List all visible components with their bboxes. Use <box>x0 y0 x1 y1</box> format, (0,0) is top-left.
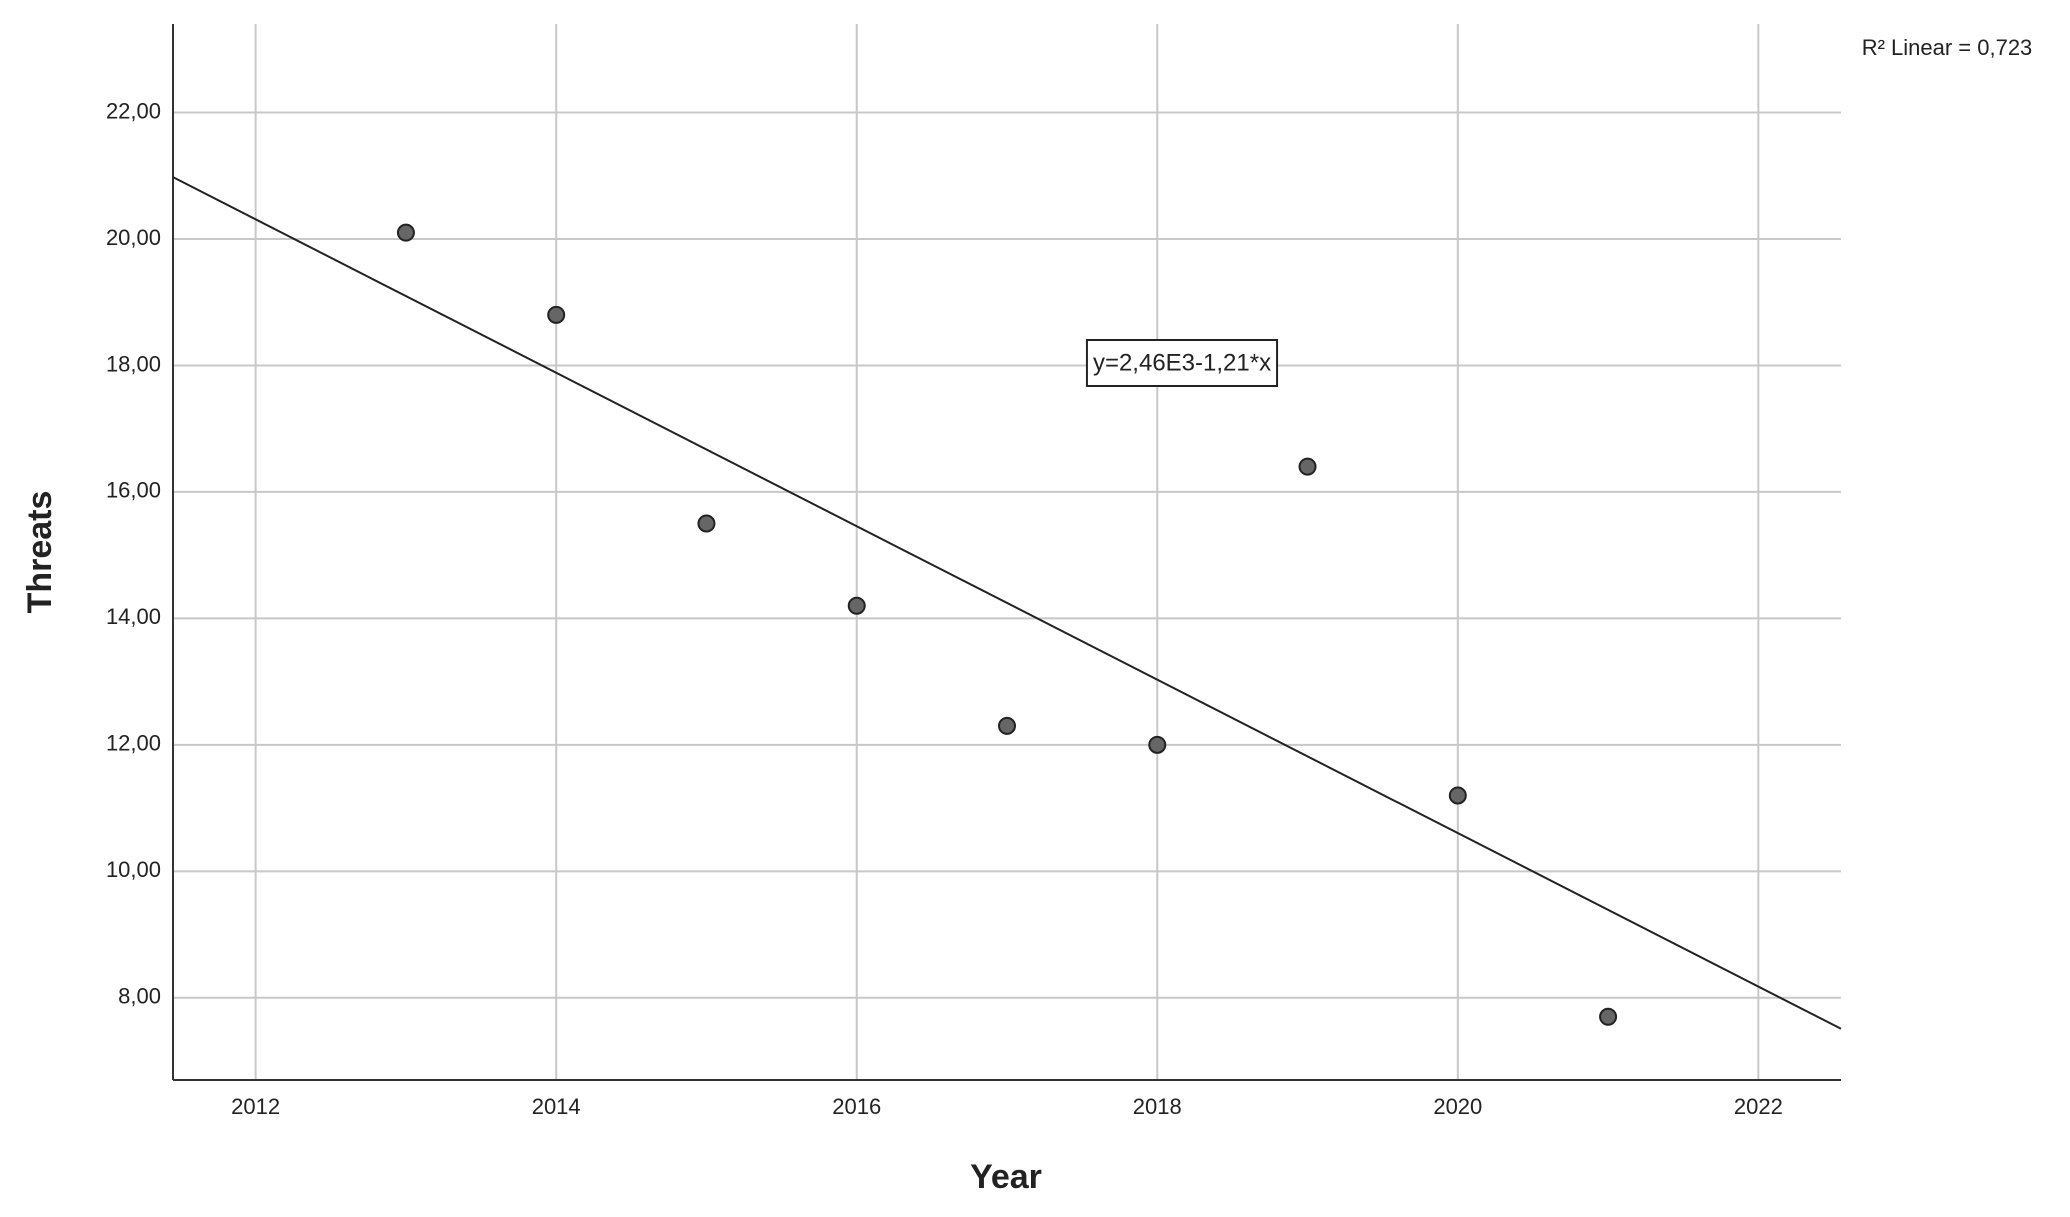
point <box>1148 735 1167 754</box>
point <box>1448 786 1467 805</box>
x-tick-label: 2012 <box>231 1094 280 1119</box>
y-tick-label: 14,00 <box>106 604 161 629</box>
fit-line <box>172 176 1842 1030</box>
x-tick-label: 2020 <box>1433 1094 1482 1119</box>
r-squared-note: R² Linear = 0,723 <box>1862 35 2033 60</box>
x-tick-label: 2016 <box>832 1094 881 1119</box>
point <box>396 223 415 242</box>
x-tick-label: 2022 <box>1734 1094 1783 1119</box>
y-tick-label: 8,00 <box>118 984 161 1009</box>
y-axis-title: Threats <box>21 491 59 614</box>
x-tick-label: 2018 <box>1133 1094 1182 1119</box>
equation-box <box>1085 339 1279 387</box>
point <box>697 514 716 533</box>
point <box>1599 1007 1618 1026</box>
point <box>1298 457 1317 476</box>
point <box>998 716 1016 735</box>
x-tick-label: 2014 <box>532 1094 581 1119</box>
point <box>547 305 566 324</box>
y-tick-label: 16,00 <box>106 478 161 503</box>
y-tick-label: 20,00 <box>106 225 161 250</box>
y-tick-label: 22,00 <box>106 98 161 123</box>
y-tick-label: 18,00 <box>106 351 161 376</box>
x-axis-title: Year <box>970 1158 1042 1196</box>
y-tick-label: 10,00 <box>106 857 161 882</box>
point <box>847 596 866 615</box>
equation-label: y=2,46E3-1,21*x <box>1093 349 1271 376</box>
y-tick-label: 12,00 <box>106 731 161 756</box>
